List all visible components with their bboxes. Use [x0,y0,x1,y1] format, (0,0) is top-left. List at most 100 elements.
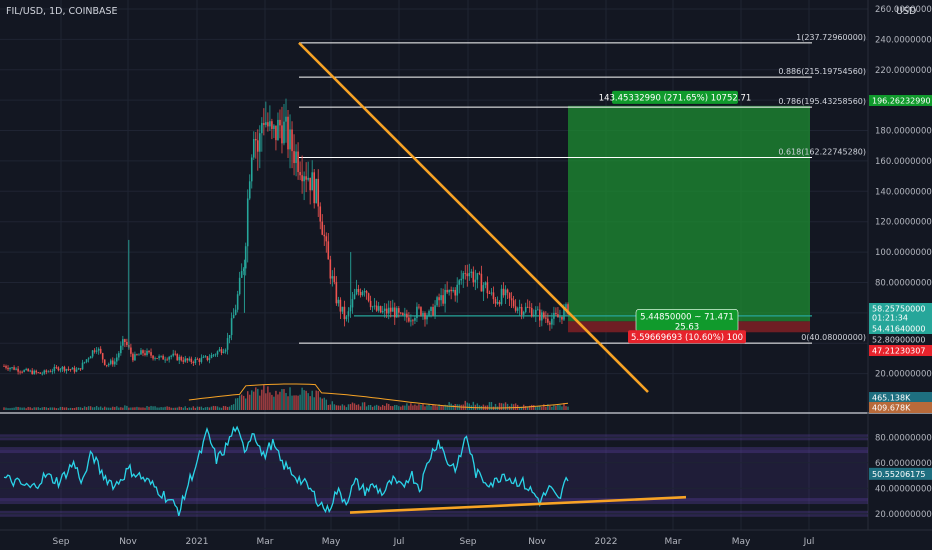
candle-body [393,307,396,318]
candle-body [85,359,88,362]
candle-body [226,338,229,350]
volume-bar [41,407,43,410]
rsi-pane[interactable] [0,425,868,517]
volume-bar [416,405,418,410]
volume-bar [353,403,356,410]
stop-label[interactable]: 5.59669693 (10.60%) 100 [628,330,746,344]
volume-bar [73,407,76,410]
volume-bar [333,404,336,410]
candle-body [438,297,440,301]
volume-bar [176,407,178,410]
candle-body [51,370,54,372]
candle-body [325,236,328,242]
volume-bar [466,402,468,410]
candles[interactable] [3,98,569,376]
y-tick-label: 80.00000000 [875,278,932,288]
volume-bar [271,394,273,410]
volume-bar [527,406,529,410]
volume-bar [184,406,186,410]
candle-body [13,367,15,370]
candle-body [261,123,263,134]
candle-body [246,198,249,247]
time-axis[interactable]: Sep Nov 2021 Mar May Jul Sep Nov 2022 Mar May Jul [53,537,815,547]
volume-bar [124,405,126,410]
candle-body [549,322,551,325]
candle-body [164,359,166,361]
fib-level-label: 0.618(162.22745280) [778,148,866,157]
volume-bar [63,407,66,410]
candle-body [466,273,469,277]
candle-body [321,221,324,235]
candle-body [257,140,259,152]
candle-body [557,314,559,318]
candle-body [398,308,400,313]
volume-bar [555,405,557,410]
candle-body [238,277,241,295]
volume-bar [339,405,342,410]
candle-body [410,320,412,322]
volume-bar [192,406,195,410]
rsi-line[interactable] [3,425,569,516]
candle-body [365,291,368,294]
volume-bar [178,406,180,410]
y-tick-label: 20.00000000 [875,370,932,380]
price-axis[interactable]: 20.00000000 40.00000000 60.00000000 80.0000… [869,5,932,520]
volume-bar [446,405,448,410]
volume-bar [279,391,281,410]
volume-bar [363,402,366,410]
price-axis-badge: 54.41640000 [869,323,932,334]
candle-body [240,271,243,278]
candle-body [357,289,360,292]
volume-bar [130,407,132,410]
volume-bar [116,406,118,410]
volume-bar [359,406,362,410]
candle-body [146,350,148,356]
x-tick-label: Nov [528,537,546,547]
volume-bar [71,408,74,410]
target-zone[interactable] [568,105,810,322]
candle-body [216,351,219,355]
volume-bar [438,404,440,410]
candle-body [21,371,23,373]
candle-body [335,282,338,304]
volume-bar [275,390,277,410]
price-axis-badge-text: 54.41640000 [872,325,925,334]
candle-body [77,368,80,370]
volume-bar [49,407,52,410]
rsi-support-trendline[interactable] [349,495,687,514]
candle-body [539,309,541,321]
candle-body [206,356,209,361]
candle-body [97,348,100,351]
candle-body [202,356,205,358]
candle-body [488,293,491,295]
volume-bar [132,407,134,410]
candle-body [337,299,340,304]
volume-bar [325,399,327,410]
descending-trendline[interactable] [298,41,649,393]
candle-body [230,318,233,336]
volume-bar [55,408,58,410]
target-label[interactable]: 143.45332990 (271.65%) 10752.71 [599,90,752,104]
volume-bar [490,401,493,410]
candle-body [87,358,90,360]
candle-body [476,273,479,280]
volume-bar [514,403,517,410]
volume-bar [559,405,561,410]
x-tick-label: Sep [460,537,477,547]
volume-bar [414,404,416,410]
volume-bar [396,405,398,410]
stop-label-text: 5.59669693 (10.60%) 100 [631,333,743,343]
rsi-current-text: 50.55206175 [872,470,925,479]
volume-bar [65,407,68,410]
volume-bar [390,406,392,410]
volume-bar [545,406,547,410]
volume-bar [85,407,88,410]
volume-bar [154,406,156,410]
volume-bar [386,403,388,410]
price-pane[interactable]: 1(237.72960000) 0.886(215.19754560) 0.786(… [3,33,866,410]
candle-body [5,366,7,368]
candle-body [273,125,275,129]
volume-bar [450,403,452,410]
